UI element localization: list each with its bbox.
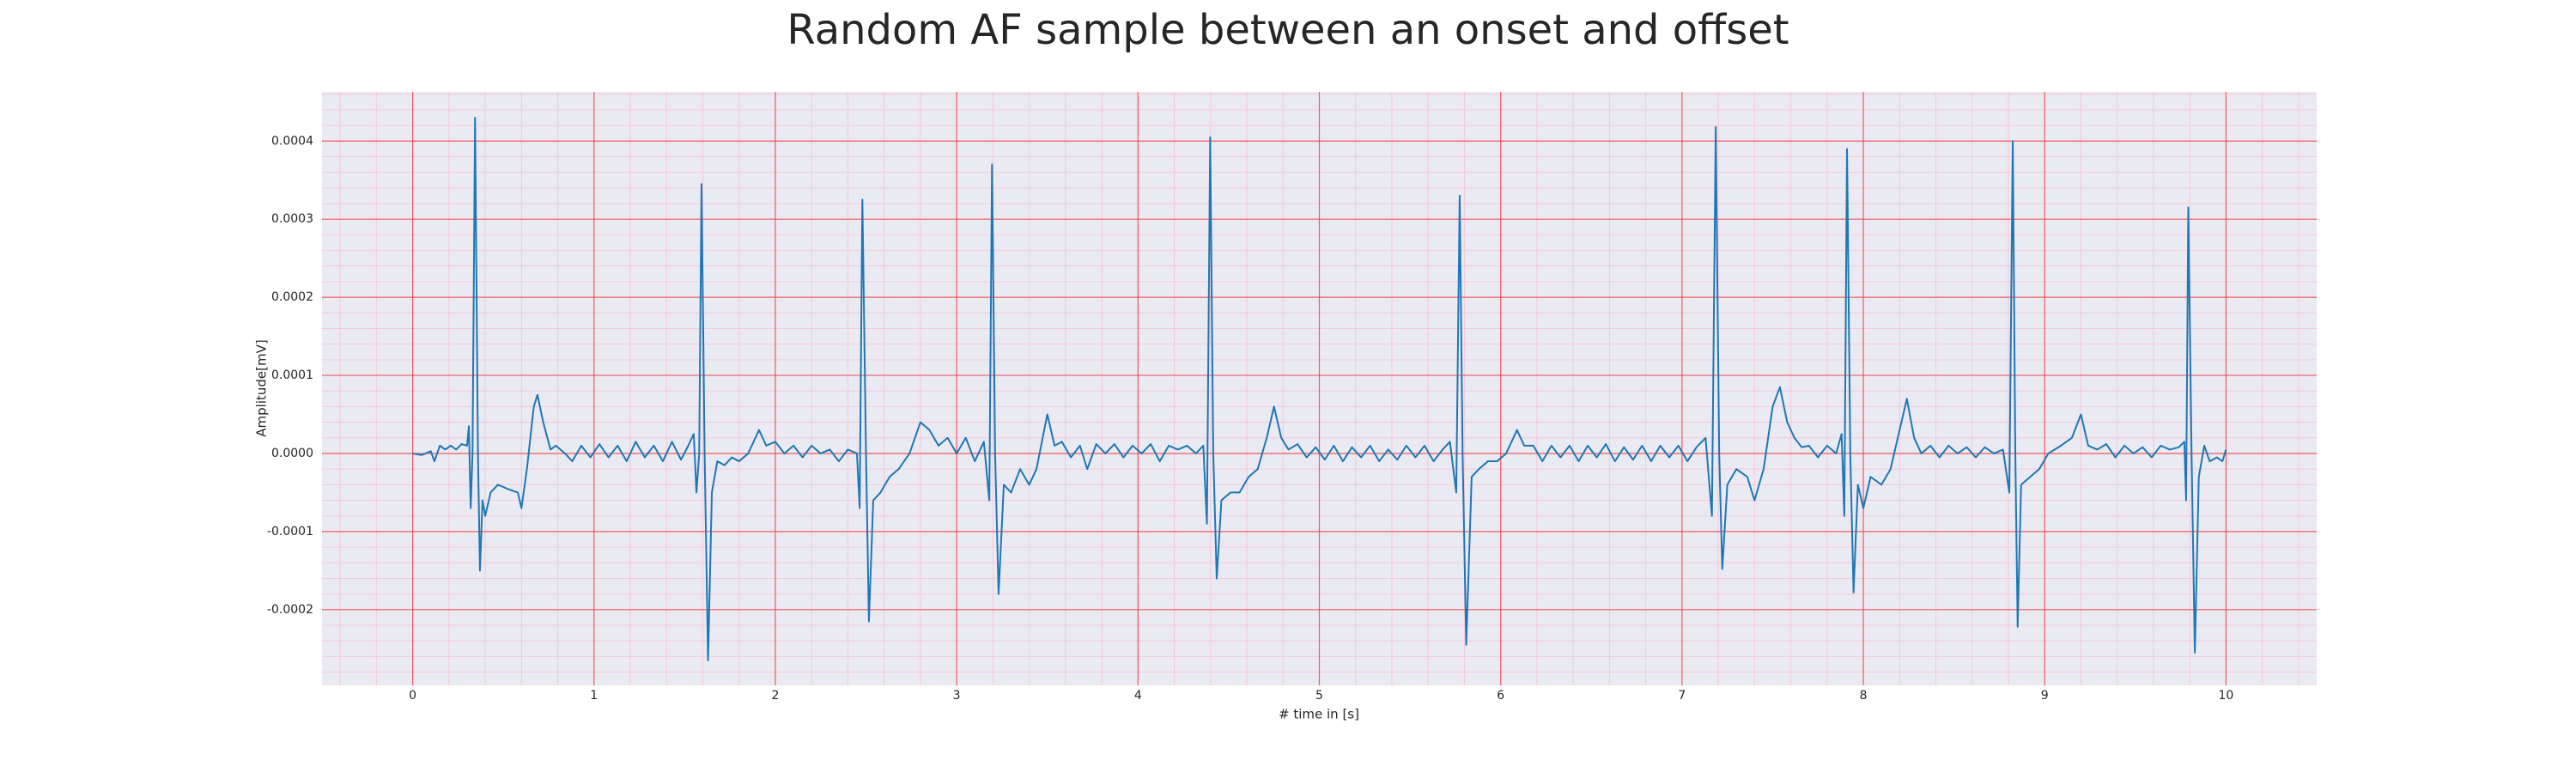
chart-title: Random AF sample between an onset and of… [787,6,1789,54]
y-tick-label: 0.0003 [271,212,313,226]
x-tick-label: 3 [953,689,961,703]
x-tick-label: 4 [1134,689,1142,703]
y-tick-label: -0.0002 [267,603,313,617]
marks [412,117,2227,661]
y-tick-label: 0.0000 [271,447,313,460]
grid [322,92,2317,685]
x-tick-label: 6 [1497,689,1504,703]
x-tick-label: 10 [2218,689,2233,703]
x-tick-label: 9 [2041,689,2049,703]
x-tick-label: 2 [771,689,779,703]
signal-line [412,117,2227,661]
y-tick-label: -0.0001 [267,525,313,539]
x-axis-label: # time in [s] [1279,707,1359,722]
x-tick-label: 7 [1678,689,1686,703]
y-tick-label: 0.0002 [271,290,313,304]
y-tick-label: 0.0004 [271,134,313,148]
x-tick-label: 8 [1860,689,1868,703]
x-tick-label: 1 [590,689,598,703]
y-tick-label: 0.0001 [271,368,313,382]
y-axis-label: Amplitude[mV] [254,339,270,436]
x-tick-label: 5 [1315,689,1323,703]
x-tick-label: 0 [409,689,416,703]
